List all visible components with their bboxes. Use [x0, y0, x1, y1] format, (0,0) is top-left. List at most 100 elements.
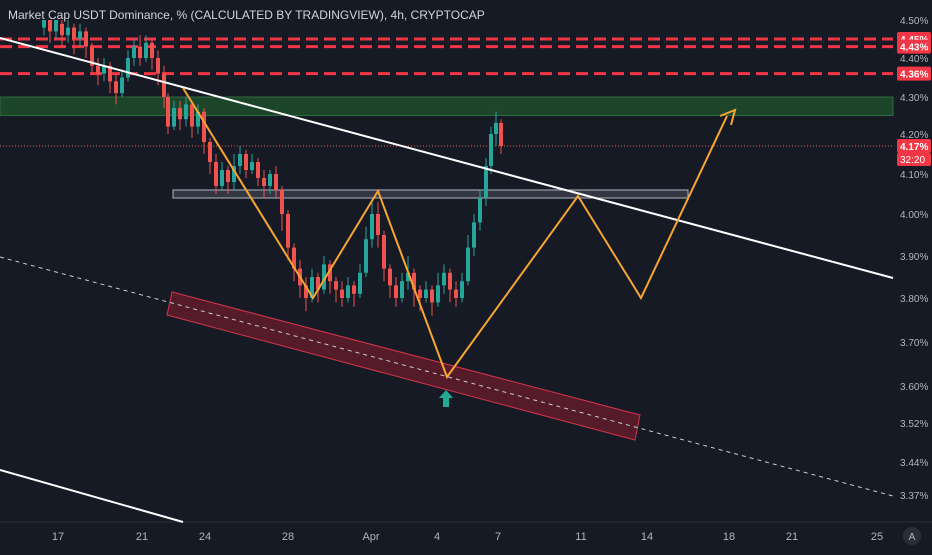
- y-tick-label-12: 3.37%: [900, 491, 928, 502]
- candle-55: [370, 214, 374, 240]
- candle-5: [72, 27, 76, 39]
- candle-3: [60, 23, 64, 36]
- price-badge-label-1: 4.43%: [900, 43, 928, 54]
- y-tick-label-0: 4.50%: [900, 16, 928, 27]
- neckline-zone: [172, 189, 689, 199]
- candle-14: [126, 58, 130, 78]
- candle-2: [54, 20, 58, 32]
- candle-65: [430, 289, 434, 303]
- price-badge-label-2: 4.36%: [900, 70, 928, 81]
- candle-42: [292, 247, 296, 269]
- x-tick-label-6: 7: [495, 531, 501, 543]
- candle-73: [478, 198, 482, 223]
- candle-45: [310, 277, 314, 298]
- candle-47: [322, 264, 326, 290]
- resistance-zone: [0, 96, 894, 116]
- candle-52: [352, 285, 356, 294]
- lower-trendline: [0, 469, 184, 523]
- arrow-up-icon: [439, 390, 453, 407]
- candle-35: [250, 162, 254, 170]
- candle-9: [96, 65, 100, 74]
- candle-76: [494, 122, 498, 134]
- candle-21: [166, 97, 170, 127]
- projection-path: [182, 87, 728, 380]
- candle-68: [448, 272, 452, 290]
- price-badge-1: [897, 39, 931, 54]
- candle-25: [190, 104, 194, 127]
- candle-13: [120, 77, 124, 94]
- candle-10: [102, 65, 106, 74]
- candle-41: [286, 214, 290, 248]
- y-tick-label-1: 4.40%: [900, 54, 928, 65]
- candle-46: [316, 277, 320, 290]
- candle-15: [132, 46, 136, 58]
- x-tick-label-10: 21: [786, 531, 798, 543]
- candle-64: [424, 289, 428, 298]
- candle-0: [42, 20, 46, 28]
- x-tick-label-4: Apr: [362, 531, 379, 543]
- candle-39: [274, 174, 278, 190]
- candle-63: [418, 289, 422, 298]
- candle-51: [346, 285, 350, 298]
- y-tick-label-6: 3.90%: [900, 252, 928, 263]
- candle-16: [138, 46, 142, 58]
- y-tick-label-11: 3.44%: [900, 458, 928, 469]
- x-tick-label-2: 24: [199, 531, 211, 543]
- candle-31: [226, 170, 230, 182]
- y-tick-label-7: 3.80%: [900, 294, 928, 305]
- candle-38: [268, 174, 272, 186]
- candle-28: [208, 142, 212, 162]
- candle-69: [454, 289, 458, 298]
- projection-arrowhead: [719, 108, 737, 126]
- candle-20: [162, 73, 166, 97]
- x-tick-label-9: 18: [723, 531, 735, 543]
- x-tick-label-8: 14: [641, 531, 653, 543]
- candle-27: [202, 111, 206, 142]
- candle-44: [304, 285, 308, 298]
- candle-34: [244, 154, 248, 170]
- candle-24: [184, 104, 188, 120]
- candle-7: [84, 31, 88, 47]
- candle-8: [90, 46, 94, 66]
- candle-67: [442, 272, 446, 286]
- candle-37: [262, 178, 266, 186]
- candle-61: [406, 272, 410, 282]
- auto-scale-label: A: [909, 532, 916, 543]
- candle-6: [78, 31, 82, 39]
- candle-58: [388, 268, 392, 286]
- candle-23: [178, 108, 182, 120]
- x-tick-label-1: 21: [136, 531, 148, 543]
- arrow-up-shape: [439, 390, 453, 407]
- candle-1: [48, 20, 52, 32]
- candle-30: [220, 170, 224, 186]
- candle-49: [334, 281, 338, 290]
- candle-22: [172, 108, 176, 127]
- candle-70: [460, 281, 464, 298]
- y-tick-label-2: 4.30%: [900, 93, 928, 104]
- candle-11: [108, 65, 112, 82]
- x-tick-label-11: 25: [871, 531, 883, 543]
- y-tick-label-10: 3.52%: [900, 419, 928, 430]
- x-tick-label-0: 17: [52, 531, 64, 543]
- y-tick-label-5: 4.00%: [900, 210, 928, 221]
- candle-56: [376, 214, 380, 235]
- countdown-badge: [897, 153, 931, 166]
- candle-54: [364, 239, 368, 273]
- candle-12: [114, 81, 118, 94]
- price-badge-3: [897, 139, 931, 153]
- candle-59: [394, 285, 398, 298]
- candle-29: [214, 162, 218, 186]
- candle-50: [340, 289, 344, 298]
- candle-17: [144, 42, 148, 58]
- y-tick-label-3: 4.20%: [900, 130, 928, 141]
- candle-53: [358, 272, 362, 294]
- price-badge-label-3: 4.17%: [900, 142, 928, 153]
- y-tick-label-8: 3.70%: [900, 338, 928, 349]
- candle-4: [66, 27, 70, 36]
- x-tick-label-5: 4: [434, 531, 440, 543]
- candle-72: [472, 222, 476, 248]
- candle-62: [412, 272, 416, 290]
- candle-33: [238, 154, 242, 166]
